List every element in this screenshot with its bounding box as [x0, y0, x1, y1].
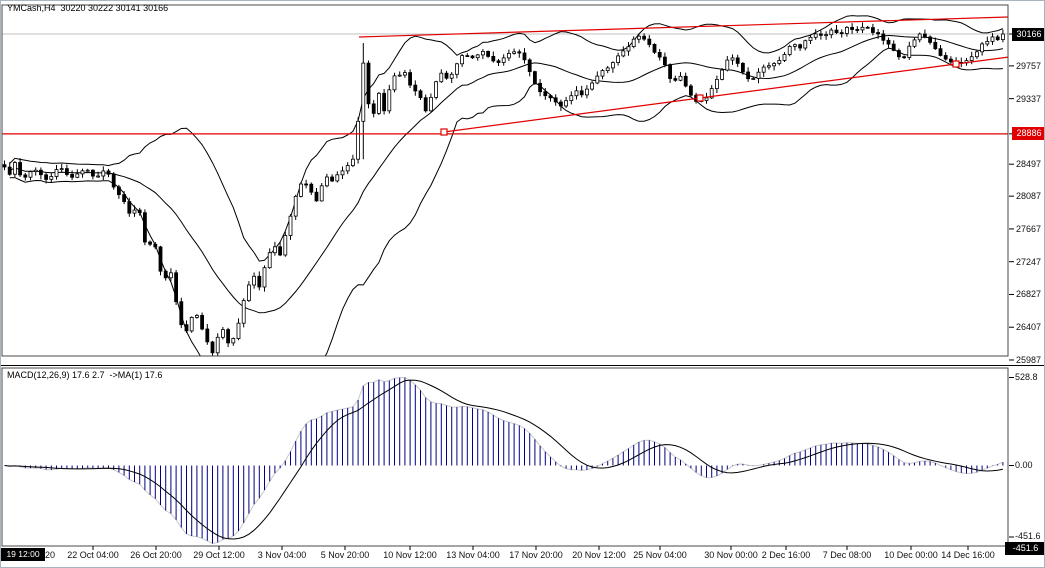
time-tick-label: 10 Dec 00:00 — [884, 550, 938, 560]
time-tick-label: 25 Nov 04:00 — [633, 550, 687, 560]
price-tick-label: 26407 — [1016, 322, 1042, 332]
price-tick-label: 26827 — [1016, 289, 1042, 299]
macd-bottom-tag: -451.6 — [1005, 542, 1044, 555]
time-tick-label: 13 Nov 04:00 — [446, 550, 500, 560]
bollinger-middle-band[interactable] — [9, 34, 1004, 314]
time-tick-label: 3 Nov 04:00 — [257, 550, 307, 560]
bollinger-upper-band[interactable] — [9, 15, 1004, 262]
time-tick-label: 26 Oct 20:00 — [130, 550, 182, 560]
time-tick-label: 30 Nov 00:00 — [704, 550, 758, 560]
current-price-tag: 30166 — [1012, 28, 1044, 41]
axis-tick-marks — [92, 33, 1014, 550]
price-tick-label: 27247 — [1016, 257, 1042, 267]
trendline-objects[interactable] — [2, 16, 1009, 136]
macd-indicator-label: MACD(12,26,9) 17.6 2.7 ->MA(1) 17.6 — [7, 370, 163, 380]
time-tick-label: 22 Oct 04:00 — [67, 550, 119, 560]
time-tick-label: 7 Dec 08:00 — [822, 550, 872, 560]
time-tick-label: 14 Dec 16:00 — [941, 550, 995, 560]
selected-time-tag: 19 12:00 — [1, 548, 45, 561]
trendline-handle[interactable] — [696, 94, 704, 102]
time-tick-label: 20 Nov 12:00 — [572, 550, 626, 560]
price-tick-label: 29337 — [1016, 94, 1042, 104]
macd-scale-zero: 0.00 — [1015, 460, 1033, 470]
macd-signal-line — [4, 379, 1003, 540]
trendline-handle[interactable] — [440, 128, 448, 136]
macd-panel[interactable] — [4, 376, 1004, 545]
candles-layer — [2, 22, 1005, 356]
time-tick-label: 5 Nov 20:00 — [320, 550, 370, 560]
time-label-partial: 20 — [45, 550, 56, 560]
price-tick-label: 29757 — [1016, 61, 1042, 71]
time-tick-label: 17 Nov 20:00 — [509, 550, 563, 560]
red-level-tag: 28886 — [1012, 127, 1044, 140]
price-tick-label: 27667 — [1016, 224, 1042, 234]
macd-histogram — [9, 377, 1004, 544]
price-tick-label: 28087 — [1016, 191, 1042, 201]
trendline-handle[interactable] — [952, 60, 960, 68]
time-tick-label: 29 Oct 12:00 — [193, 550, 245, 560]
trendline-lower[interactable] — [443, 56, 1009, 133]
macd-scale-max: 528.8 — [1015, 372, 1038, 382]
main-chart-area[interactable] — [2, 15, 1009, 387]
time-tick-label: 2 Dec 16:00 — [761, 550, 811, 560]
price-tick-label: 28497 — [1016, 159, 1042, 169]
macd-scale-min: -451.6 — [1015, 531, 1041, 541]
panel-frames — [1, 4, 1009, 547]
time-tick-label: 10 Nov 12:00 — [383, 550, 437, 560]
bollinger-lower-band[interactable] — [9, 47, 1003, 386]
chart-title: YMCash,H4 30220 30222 30141 30166 — [7, 3, 169, 13]
price-tick-label: 25987 — [1016, 355, 1042, 365]
trendline-upper[interactable] — [358, 16, 1009, 38]
